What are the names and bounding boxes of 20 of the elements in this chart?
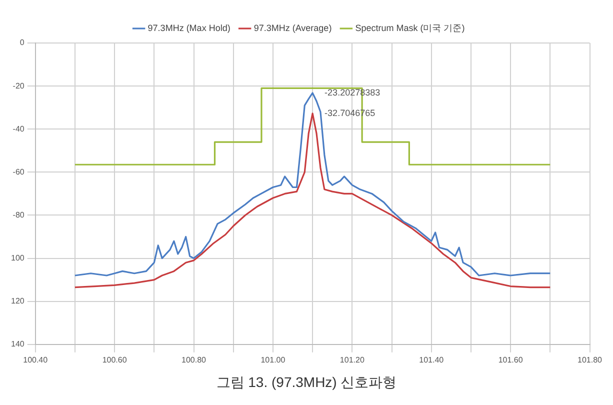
x-tick-label: 101.20: [340, 355, 365, 364]
legend-label: 97.3MHz (Max Hold): [148, 22, 230, 33]
y-tick-label: 140: [10, 340, 25, 349]
legend-label: 97.3MHz (Average): [254, 22, 332, 33]
x-tick-label: 100.60: [102, 355, 128, 364]
y-tick-label: -40: [12, 124, 25, 134]
caption: 그림 13. (97.3MHz) 신호파형: [215, 374, 398, 392]
y-tick-label: 120: [10, 296, 25, 306]
legend-label: Spectrum Mask (미국 기준): [355, 22, 465, 33]
y-tick-label: 0: [20, 38, 25, 48]
y-tick-label: -80: [12, 210, 25, 220]
x-tick-label: 101.60: [498, 355, 524, 364]
x-tick-label: 100.40: [23, 355, 48, 364]
x-tick-label: 101.00: [260, 355, 286, 364]
y-tick-label: 100: [10, 253, 25, 262]
y-tick-label: -20: [12, 81, 25, 90]
x-tick-label: 101.40: [419, 355, 444, 364]
x-tick-label: 100.80: [182, 355, 207, 364]
y-tick-label: -60: [12, 167, 25, 176]
x-tick-label: 101.80: [578, 355, 603, 364]
